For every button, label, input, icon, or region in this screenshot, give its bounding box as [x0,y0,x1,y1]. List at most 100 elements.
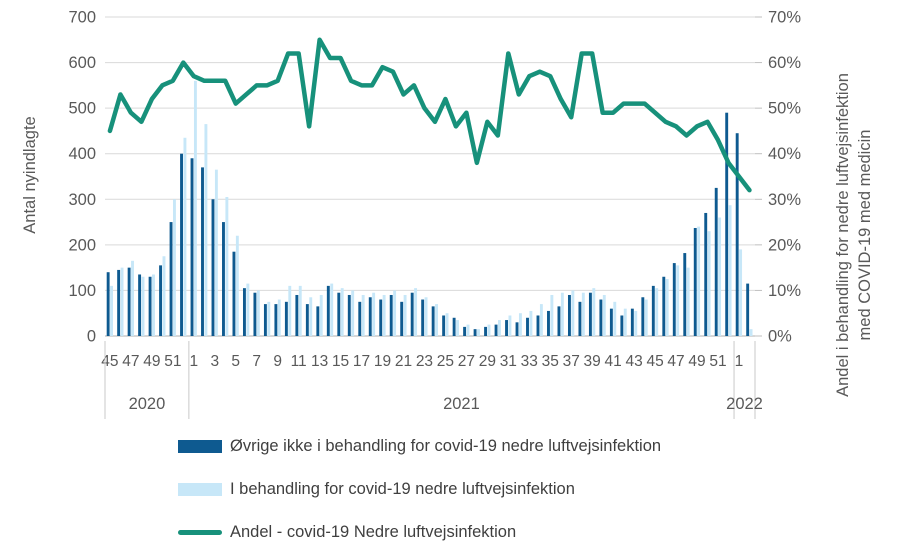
bar-light [623,308,627,336]
bar-dark [421,299,425,336]
week-label: 15 [332,353,349,370]
left-tick-label: 400 [68,145,96,163]
bar-dark [536,315,540,336]
bar-dark [305,304,309,336]
bar-dark [630,308,634,336]
bar-light [309,297,313,336]
bar-dark [662,276,666,336]
week-label: 7 [252,353,261,370]
right-axis-title-line2: med COVID-19 med medicin [856,129,874,341]
bar-dark [274,304,278,336]
bar-dark [159,265,163,336]
bar-dark [735,133,739,336]
week-label: 1 [189,353,198,370]
bar-dark [180,153,183,336]
bar-dark [337,292,341,336]
bar-light [235,235,239,336]
bar-dark [400,301,404,336]
chart-plot-area: 0 100 200 300 400 500 600 700 0% 10% 20% 30% 40% 50% 6… [68,9,801,419]
bar-dark [484,326,488,336]
week-label: 51 [709,353,726,370]
bar-light [739,249,743,336]
bar-dark [473,329,477,336]
legend-item-i-behandling: I behandling for covid-19 nedre luftvejs… [178,476,661,502]
week-label: 11 [291,353,307,370]
bar-light [529,310,533,336]
bar-dark [505,320,508,336]
week-label: 47 [122,353,139,370]
bar-dark [442,315,446,336]
left-tick-label: 600 [68,54,96,72]
bar-light [256,290,260,336]
bar-light [403,294,407,336]
bar-dark [683,253,687,336]
bar-light [288,285,292,336]
bar-dark [211,199,215,336]
bar-dark [169,222,173,336]
right-tick-label: 20% [768,236,801,254]
right-axis-title: Andel i behandling for nedre luftvejsinf… [832,15,876,455]
week-label: 27 [458,353,475,370]
right-tick-labels: 0% 10% 20% 30% 40% 50% 60% 70% [755,9,801,346]
bar-dark [316,306,320,336]
bar-light [581,292,585,336]
bar-dark [106,272,110,336]
right-tick-label: 0% [768,328,792,346]
week-label: 17 [353,353,370,370]
left-tick-label: 100 [68,282,96,300]
bar-dark [410,292,414,336]
light-bar-swatch [178,482,222,496]
bar-dark [557,306,561,336]
left-tick-label: 200 [68,236,96,254]
bar-light [214,169,218,336]
bar-light [602,294,606,336]
bar-dark [693,227,697,336]
bar-light [435,304,438,336]
bar-dark [526,317,529,336]
bar-dark [138,274,142,336]
bar-dark [222,222,225,336]
year-label: 2021 [443,395,480,413]
week-label: 13 [311,353,328,370]
bar-dark [567,294,571,336]
bar-light [518,313,522,336]
bar-dark [547,310,550,336]
bar-dark [651,285,655,336]
year-groups: 2020 2021 2022 [104,341,763,419]
week-label: 3 [210,353,219,370]
bar-light [634,310,638,336]
bar-light [267,301,271,336]
week-label: 45 [101,353,118,370]
bar-light [445,313,449,336]
bar-light [498,320,501,336]
bar-dark [232,251,236,336]
bar-dark [452,317,456,336]
bar-dark [190,158,194,336]
legend-item-ovrige: Øvrige ikke i behandling for covid-19 ne… [178,433,661,459]
bar-dark [714,187,718,336]
week-label: 25 [437,353,454,370]
year-label: 2022 [726,395,763,413]
bar-light [173,199,176,336]
bar-light [718,217,722,336]
bar-light [676,265,680,336]
bar-dark [620,315,624,336]
bar-light [487,324,491,336]
legend-label-ovrige: Øvrige ikke i behandling for covid-19 ne… [230,436,662,455]
bar-light [141,276,145,336]
bar-dark [725,112,729,336]
bar-dark [201,167,204,336]
left-tick-label: 700 [68,9,96,27]
bar-light [372,292,376,336]
bar-dark [127,267,131,336]
bar-light [707,231,711,336]
bar-dark [295,294,299,336]
bar-light [508,315,512,336]
bar-light [665,279,669,336]
week-label: 9 [273,353,282,370]
bar-light [277,299,281,336]
bar-dark [347,294,351,336]
bar-light [110,285,113,336]
week-label: 51 [164,353,181,370]
